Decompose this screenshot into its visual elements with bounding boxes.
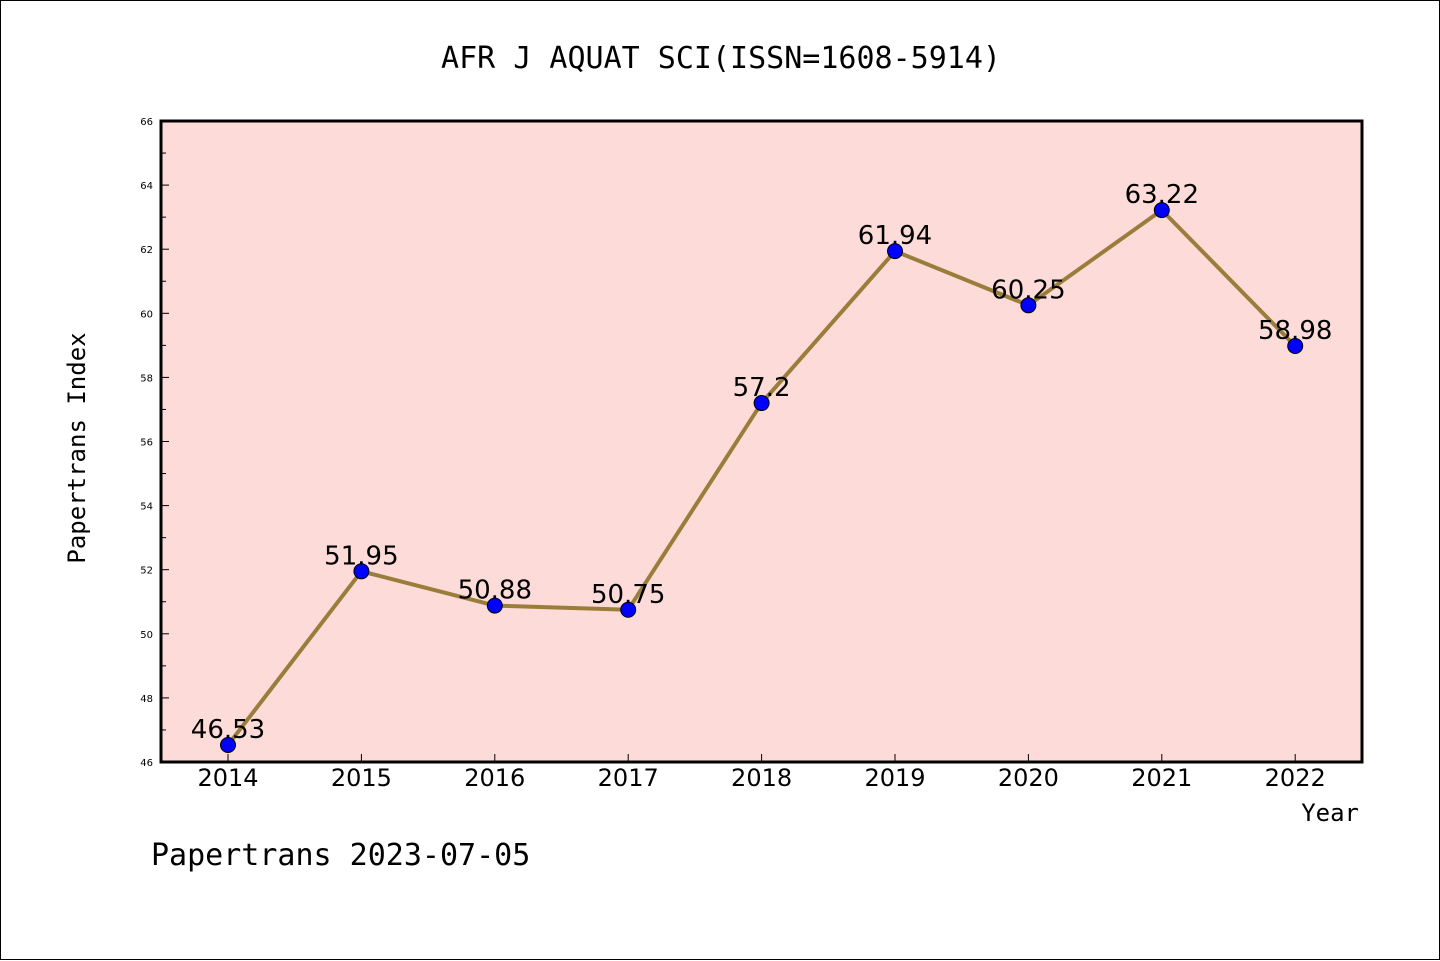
x-tick-label: 2021 [1131,764,1192,792]
data-label: 63.22 [1125,180,1199,210]
y-tick-label: 50 [140,630,153,641]
data-label: 60.25 [991,275,1065,305]
data-label: 51.95 [324,541,398,571]
data-point-marker [1287,337,1304,354]
x-tick-label: 2014 [197,764,258,792]
y-tick-label: 60 [140,309,153,320]
data-label: 61.94 [858,221,932,251]
x-tick-label: 2019 [864,764,925,792]
x-tick-label: 2018 [731,764,792,792]
y-axis-label: Papertrans Index [63,332,91,563]
data-point-marker [887,243,903,260]
data-point-marker [753,395,770,412]
data-point-marker [353,563,370,580]
x-tick-label: 2020 [998,764,1059,792]
y-tick-label: 64 [140,181,153,192]
plot-area [161,121,1362,762]
y-tick-label: 52 [140,566,153,577]
x-tick-label: 2015 [331,764,392,792]
data-point-marker [620,601,637,618]
data-point-marker [1153,202,1170,219]
data-label: 46.53 [191,715,265,745]
data-label: 50.75 [591,580,665,610]
data-label: 57.2 [733,373,791,403]
y-tick-label: 56 [140,438,153,449]
y-tick-label: 58 [140,373,153,384]
data-point-marker [220,737,236,754]
y-axis: 46 48 50 52 54 56 58 60 62 64 66 [140,117,169,769]
y-tick-label: 46 [140,758,153,769]
footer-text: Papertrans 2023-07-05 [151,838,530,873]
x-tick-label: 2016 [464,764,525,792]
x-axis-label: Year [1301,799,1359,827]
x-tick-label: 2022 [1265,764,1326,792]
x-axis: 2014 2015 2016 2017 2018 2019 2020 2021 2022 [197,754,1326,792]
y-tick-label: 48 [140,694,153,705]
series-group: 46.53 51.95 50.88 50.75 57.2 61.94 60.25 63.22 5… [191,180,1332,754]
y-tick-label: 54 [140,502,153,513]
data-label: 58.98 [1258,316,1332,346]
x-tick-label: 2017 [598,764,659,792]
chart-title: AFR J AQUAT SCI(ISSN=1608-5914) [441,41,1001,76]
y-tick-label: 62 [140,245,153,256]
plot-border [159,119,1364,764]
data-point-marker [1020,297,1037,314]
data-point-marker [486,597,503,614]
y-tick-label: 66 [140,117,153,128]
data-label: 50.88 [458,576,532,606]
